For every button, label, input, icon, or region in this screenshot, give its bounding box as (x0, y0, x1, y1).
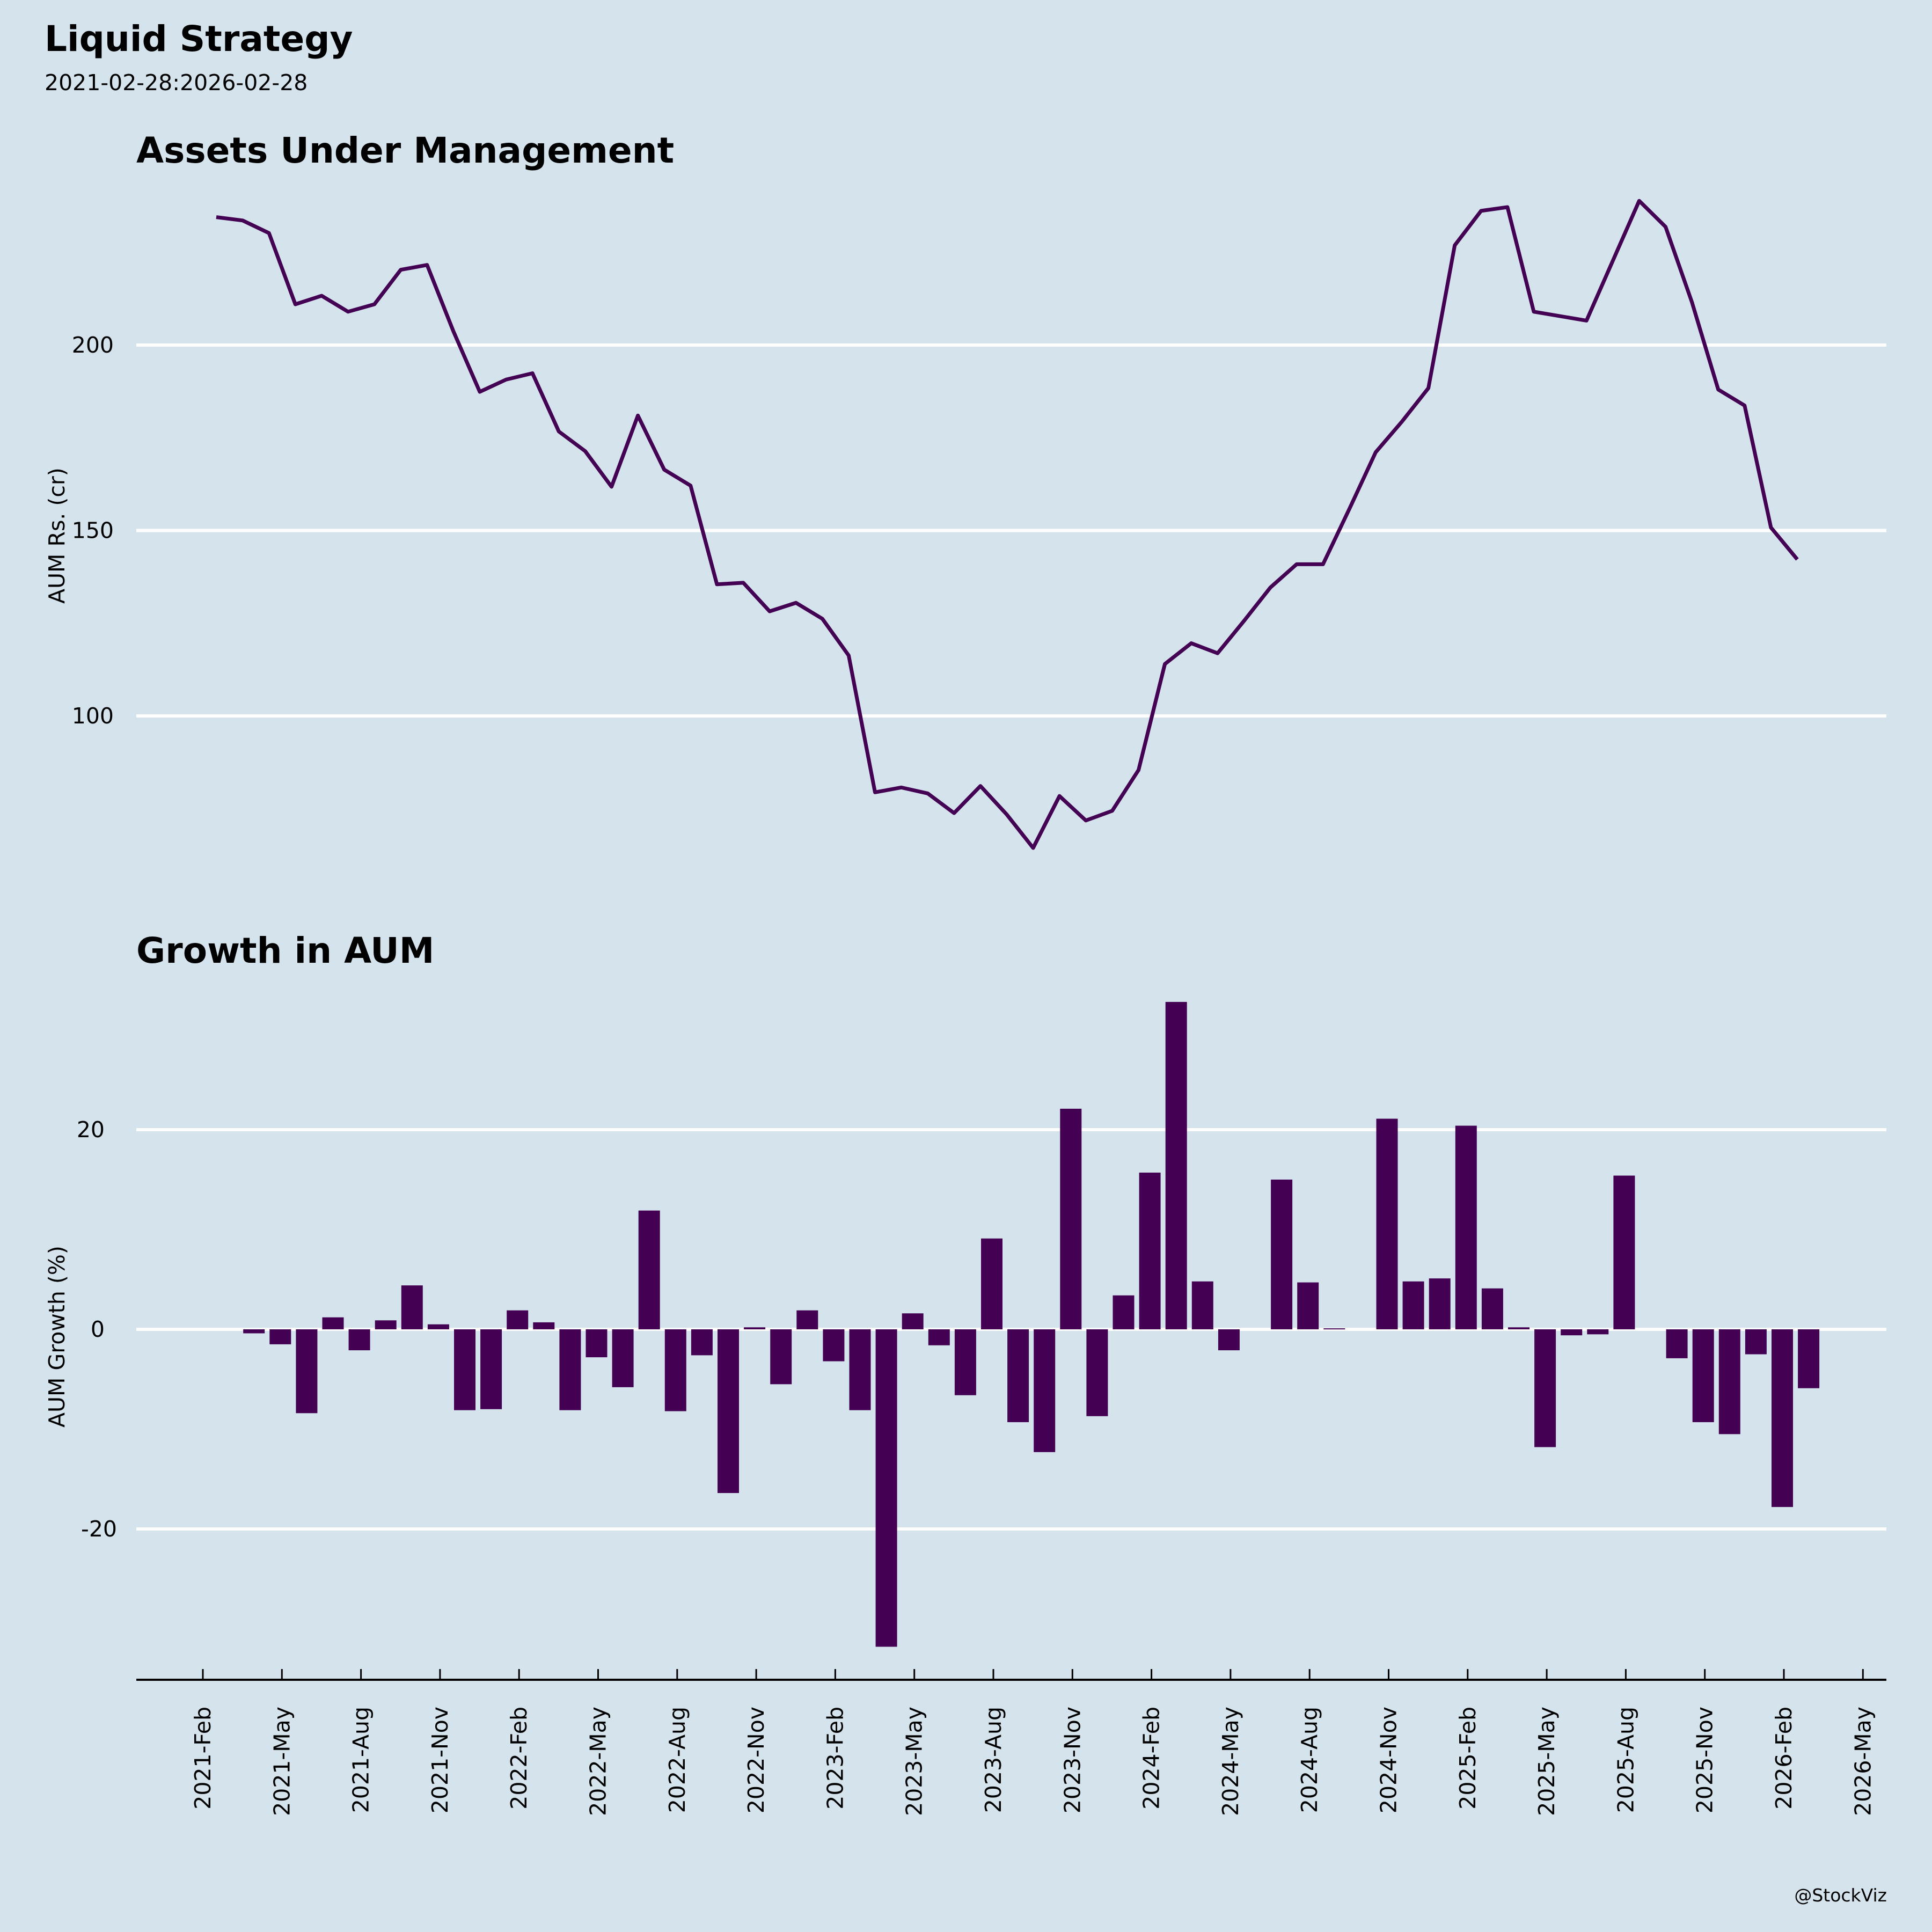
x-tick-label: 2025-Nov (1692, 1707, 1718, 1813)
x-tick-label: 2021-May (269, 1707, 295, 1816)
x-tick-label: 2026-Feb (1771, 1707, 1797, 1810)
growth-bar (1613, 1175, 1635, 1329)
x-tick-label: 2025-May (1534, 1707, 1560, 1816)
growth-chart-title: Growth in AUM (136, 930, 435, 971)
growth-bar (480, 1329, 502, 1409)
growth-y-tick-label: 0 (91, 1316, 105, 1342)
growth-bar (559, 1329, 581, 1410)
growth-bar (1218, 1329, 1240, 1351)
growth-bar (507, 1310, 529, 1329)
growth-bar (1139, 1172, 1161, 1329)
x-tick-label: 2026-May (1850, 1707, 1876, 1816)
growth-bar (586, 1329, 608, 1358)
x-tick-label: 2022-Aug (664, 1707, 690, 1813)
growth-bar (401, 1285, 423, 1329)
growth-bar (928, 1329, 950, 1345)
x-tick-label: 2024-Aug (1297, 1707, 1322, 1813)
x-tick-label: 2023-Feb (822, 1707, 848, 1810)
x-tick-label: 2021-Aug (348, 1707, 374, 1813)
x-tick-label: 2025-Aug (1613, 1707, 1638, 1813)
growth-bar (718, 1329, 739, 1494)
growth-bar (1323, 1328, 1345, 1330)
growth-bar (902, 1313, 924, 1329)
growth-bar (1534, 1329, 1556, 1447)
page-title: Liquid Strategy (45, 18, 353, 60)
growth-bar (1034, 1329, 1056, 1452)
growth-bar (1481, 1288, 1503, 1329)
growth-bar (849, 1329, 871, 1410)
growth-bar (954, 1329, 976, 1395)
growth-bar (796, 1310, 818, 1329)
x-tick-label: 2021-Feb (190, 1707, 216, 1810)
growth-bar (533, 1322, 555, 1329)
aum-y-tick-label: 100 (72, 703, 114, 729)
x-tick-label: 2024-Feb (1139, 1707, 1165, 1810)
aum-y-tick-label: 150 (72, 518, 114, 544)
growth-bar (1561, 1329, 1583, 1336)
x-tick-label: 2023-May (902, 1707, 927, 1816)
x-tick-label: 2022-Feb (506, 1707, 532, 1810)
growth-bar (427, 1324, 449, 1329)
growth-bar (454, 1329, 475, 1410)
growth-bar (1060, 1108, 1082, 1329)
growth-y-tick-label: -20 (81, 1516, 117, 1542)
growth-bar (1718, 1329, 1740, 1435)
growth-bar (612, 1329, 634, 1387)
growth-bar (1086, 1329, 1108, 1416)
aum-y-tick-label: 200 (72, 332, 114, 358)
growth-bar (1772, 1329, 1793, 1507)
growth-bar (1113, 1295, 1135, 1329)
x-tick-label: 2022-Nov (743, 1707, 769, 1813)
growth-bar (243, 1329, 265, 1334)
x-tick-label: 2024-May (1218, 1707, 1243, 1816)
growth-bar (1271, 1180, 1293, 1329)
x-tick-label: 2021-Nov (427, 1707, 453, 1813)
watermark: @StockViz (1794, 1885, 1887, 1906)
growth-bar (1692, 1329, 1714, 1422)
growth-bar (744, 1327, 766, 1329)
aum-line (216, 199, 1799, 850)
date-range-subtitle: 2021-02-28:2026-02-28 (45, 70, 308, 96)
growth-bar (1429, 1278, 1451, 1329)
growth-bar (1007, 1329, 1029, 1422)
growth-bar (1666, 1329, 1688, 1358)
growth-bar (296, 1329, 318, 1414)
growth-bar (1508, 1327, 1529, 1329)
growth-bar (1745, 1329, 1767, 1355)
growth-bar (981, 1238, 1002, 1329)
growth-bar (770, 1329, 792, 1385)
growth-bar (875, 1329, 897, 1647)
growth-bar (1165, 1001, 1187, 1329)
growth-bar (1587, 1329, 1609, 1335)
aum-chart-title: Assets Under Management (136, 130, 675, 171)
growth-bar (823, 1329, 845, 1362)
growth-y-tick-label: 20 (77, 1117, 105, 1143)
x-tick-label: 2022-May (586, 1707, 611, 1816)
x-tick-label: 2023-Nov (1059, 1707, 1085, 1813)
growth-bar (1402, 1281, 1424, 1329)
growth-bar (638, 1210, 660, 1329)
growth-bar (1191, 1281, 1213, 1329)
growth-bar (1455, 1125, 1477, 1329)
growth-bar (375, 1320, 397, 1329)
growth-bar (691, 1329, 713, 1356)
growth-bar (1798, 1329, 1820, 1388)
growth-bar (1297, 1282, 1319, 1329)
x-tick-label: 2025-Feb (1455, 1707, 1481, 1810)
growth-bar (664, 1329, 686, 1411)
growth-bar (269, 1329, 291, 1344)
x-tick-label: 2023-Aug (980, 1707, 1006, 1813)
x-tick-label: 2024-Nov (1376, 1707, 1402, 1813)
growth-bar (1376, 1118, 1398, 1329)
growth-bar (348, 1329, 370, 1351)
growth-bar (322, 1317, 344, 1329)
